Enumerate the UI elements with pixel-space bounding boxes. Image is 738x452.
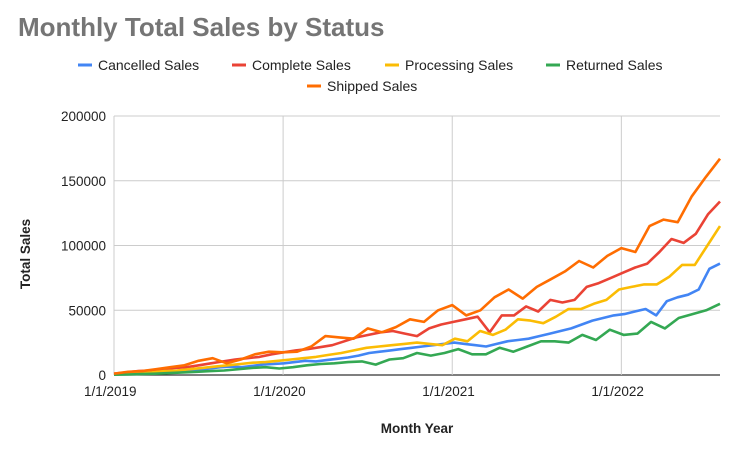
y-tick-label: 0	[98, 368, 106, 383]
series-lines	[113, 157, 722, 376]
series-line	[113, 157, 722, 375]
y-tick-label: 50000	[68, 303, 106, 318]
x-axis-label: Month Year	[381, 421, 454, 436]
series-line	[113, 262, 721, 376]
x-tick-label: 1/1/2020	[253, 384, 306, 399]
gridlines	[113, 115, 720, 376]
legend-label: Returned Sales	[566, 57, 663, 73]
y-tick-label: 200000	[61, 109, 106, 124]
y-tick-label: 100000	[61, 239, 106, 254]
chart-title: Monthly Total Sales by Status	[18, 12, 385, 42]
legend-label: Complete Sales	[252, 57, 351, 73]
legend: Cancelled Sales Complete Sales Processing …	[78, 57, 663, 94]
x-tick-label: 1/1/2019	[84, 384, 137, 399]
legend-label: Shipped Sales	[327, 78, 417, 94]
series-line	[113, 225, 722, 376]
y-axis-label: Total Sales	[18, 219, 33, 289]
x-axis-ticks: 1/1/2019 1/1/2020 1/1/2021 1/1/2022	[84, 384, 644, 399]
series-line	[113, 302, 721, 376]
legend-label: Cancelled Sales	[98, 57, 199, 73]
y-tick-label: 150000	[61, 174, 106, 189]
x-tick-label: 1/1/2022	[591, 384, 644, 399]
x-tick-label: 1/1/2021	[422, 384, 475, 399]
y-axis-ticks: 0 50000 100000 150000 200000	[61, 109, 106, 383]
legend-label: Processing Sales	[405, 57, 513, 73]
series-line	[113, 200, 721, 375]
